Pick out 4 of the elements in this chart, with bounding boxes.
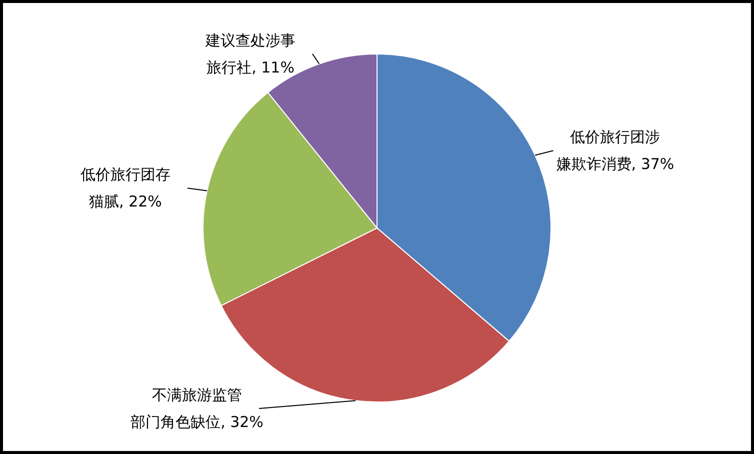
slice-label: 低价旅行团存猫腻, 22% [80, 166, 170, 211]
slice-label: 低价旅行团涉嫌欺诈消费, 37% [556, 128, 674, 174]
slice-label: 建议查处涉事旅行社, 11% [204, 31, 296, 76]
slice-label: 不满旅游监管部门角色缺位, 32% [130, 386, 264, 431]
